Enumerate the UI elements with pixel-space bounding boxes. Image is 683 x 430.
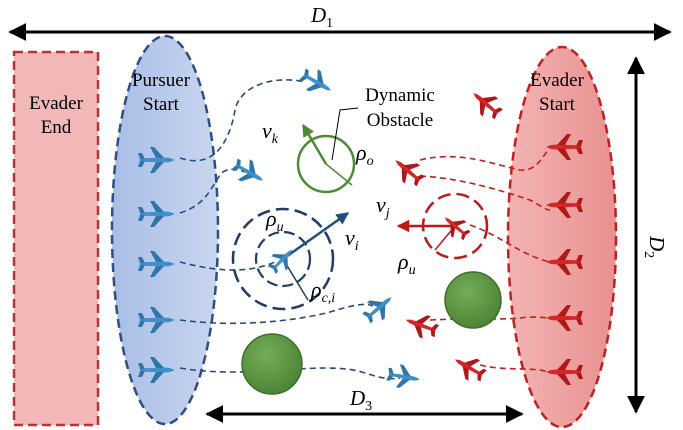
pursuer-trajectory (179, 79, 306, 162)
pursuer-drone-icon (358, 288, 400, 328)
rho-u-right-label: ρu (397, 249, 416, 278)
rho-o-radius-line (325, 163, 353, 186)
evader-trajectory (419, 149, 549, 171)
evader-j-zone (396, 192, 489, 260)
evader-start-label-line2: Start (539, 94, 576, 115)
svg-text:D2: D2 (641, 235, 669, 258)
static-obstacle (241, 333, 303, 395)
d2-label: D2 (641, 235, 669, 258)
vk-velocity-arrow (301, 123, 328, 165)
evader-drone-icon (448, 349, 490, 387)
pursuer-trajectory (179, 367, 401, 380)
dynamic-obstacle-label-line1: Dynamic (365, 85, 435, 106)
evader-trajectory (419, 175, 551, 211)
vk-label: vk (262, 118, 279, 147)
evader-trajectory (429, 316, 553, 321)
capture-radius-ring (231, 207, 335, 311)
d3-label: D3 (349, 386, 372, 414)
rho-o-label: ρo (355, 140, 374, 169)
pursuer-drone-icon (296, 63, 338, 101)
dynamic-obstacle-leader-line (331, 107, 359, 161)
vi-label: vi (345, 225, 359, 254)
d1-label: D1 (310, 3, 333, 31)
evader-end-label-line2: End (41, 117, 72, 138)
pursuer-start-label-line2: Start (143, 94, 180, 115)
evader-end-label-line1: Evader (29, 93, 83, 114)
evader-drone-icon (465, 84, 507, 124)
static-obstacle (444, 271, 502, 329)
pursuer-start-label-line1: Pursuer (132, 70, 191, 91)
pursuer-i-zone (231, 207, 350, 311)
evader-start-region (506, 45, 618, 429)
pursuer-drone-icon (264, 242, 300, 278)
pursuer-trajectory (179, 303, 374, 325)
dynamic-obstacle (296, 107, 359, 194)
vj-label: vj (376, 192, 390, 221)
pursuer-drone-icon (228, 153, 270, 191)
evader-start-label-line1: Evader (530, 70, 584, 91)
pursuer-drone-icon (385, 362, 423, 392)
evader-end-region (12, 50, 100, 427)
evader-trajectory (469, 224, 551, 263)
safety-radius-ring (254, 230, 312, 288)
dynamic-obstacle-label-line2: Obstacle (367, 110, 433, 131)
evader-drone-icon (401, 308, 441, 343)
rho-ci-label: ρc,i (310, 277, 335, 306)
rho-u-left-label: ρu (265, 206, 284, 235)
evader-drone-icon (387, 151, 429, 191)
vi-velocity-arrow (282, 211, 350, 261)
